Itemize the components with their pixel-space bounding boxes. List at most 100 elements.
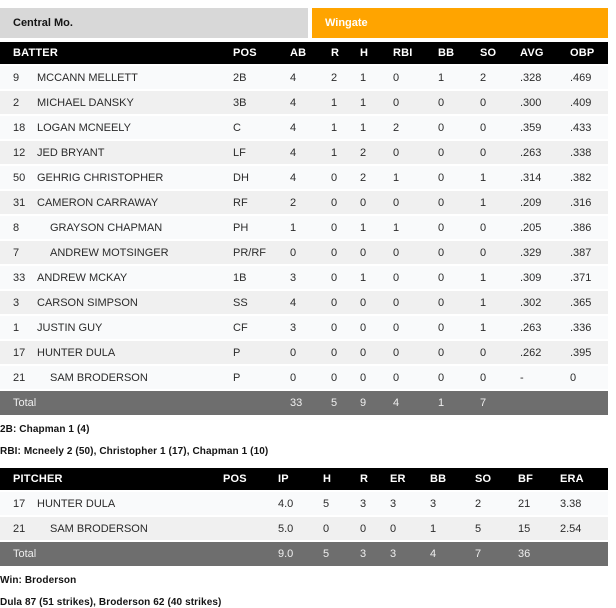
- pitching-header-er: ER: [390, 473, 406, 485]
- batter-pos: PH: [233, 221, 249, 234]
- batting-total-so: 7: [480, 397, 487, 409]
- batter-row[interactable]: 1 JUSTIN GUY CF 3 0 0 0 0 1 .263 .336: [0, 316, 608, 341]
- batter-row[interactable]: 8 GRAYSON CHAPMAN PH 1 0 1 1 0 0 .205 .3…: [0, 216, 608, 241]
- batting-total-rbi: 4: [393, 397, 400, 409]
- batter-row[interactable]: 33 ANDREW MCKAY 1B 3 0 1 0 0 1 .309 .371: [0, 266, 608, 291]
- batter-h: 0: [360, 246, 367, 259]
- batter-r: 0: [331, 321, 338, 334]
- note-pitch-counts: Dula 87 (51 strikes), Broderson 62 (40 s…: [0, 597, 222, 608]
- batter-number: 9: [13, 71, 20, 84]
- batter-number: 21: [13, 371, 26, 384]
- batter-ab: 3: [290, 271, 297, 284]
- batter-row[interactable]: 2 MICHAEL DANSKY 3B 4 1 1 0 0 0 .300 .40…: [0, 91, 608, 116]
- batter-h: 2: [360, 146, 367, 159]
- batter-row[interactable]: 21 SAM BRODERSON P 0 0 0 0 0 0 - 0: [0, 366, 608, 391]
- batter-avg: .209: [520, 196, 542, 209]
- pitcher-so: 2: [475, 497, 482, 510]
- batter-r: 0: [331, 346, 338, 359]
- batter-obp: .338: [570, 146, 592, 159]
- pitching-header-era: ERA: [560, 473, 584, 485]
- batter-row[interactable]: 50 GEHRIG CHRISTOPHER DH 4 0 2 1 0 1 .31…: [0, 166, 608, 191]
- batter-avg: .263: [520, 321, 542, 334]
- pitcher-number: 21: [13, 522, 26, 535]
- batter-avg: .302: [520, 296, 542, 309]
- batter-so: 1: [480, 296, 487, 309]
- pitcher-ip: 4.0: [278, 497, 294, 510]
- batter-r: 0: [331, 171, 338, 184]
- batter-pos: C: [233, 121, 241, 134]
- pitcher-era: 3.38: [560, 497, 582, 510]
- batter-r: 0: [331, 371, 338, 384]
- batter-so: 0: [480, 371, 487, 384]
- batting-total-ab: 33: [290, 397, 303, 409]
- batter-bb: 0: [438, 171, 445, 184]
- batter-row[interactable]: 7 ANDREW MOTSINGER PR/RF 0 0 0 0 0 0 .32…: [0, 241, 608, 266]
- batter-number: 2: [13, 96, 20, 109]
- pitcher-er: 3: [390, 497, 397, 510]
- pitcher-er: 0: [390, 522, 397, 535]
- batter-obp: .336: [570, 321, 592, 334]
- batter-ab: 0: [290, 246, 297, 259]
- batter-avg: .263: [520, 146, 542, 159]
- batter-h: 0: [360, 371, 367, 384]
- batter-row[interactable]: 31 CAMERON CARRAWAY RF 2 0 0 0 0 1 .209 …: [0, 191, 608, 216]
- pitching-total-bf: 36: [518, 548, 531, 560]
- tab-central-mo[interactable]: Central Mo.: [0, 8, 308, 38]
- batter-number: 50: [13, 171, 26, 184]
- batter-r: 0: [331, 296, 338, 309]
- batter-row[interactable]: 12 JED BRYANT LF 4 1 2 0 0 0 .263 .338: [0, 141, 608, 166]
- batter-bb: 0: [438, 121, 445, 134]
- batting-header-bb: BB: [438, 47, 455, 59]
- pitching-notes: Win: Broderson Dula 87 (51 strikes), Bro…: [0, 575, 608, 608]
- pitcher-r: 3: [360, 497, 367, 510]
- batting-table: BATTER POS AB R H RBI BB SO AVG OBP 9 MC…: [0, 42, 608, 415]
- pitching-total-so: 7: [475, 548, 482, 560]
- batter-obp: .386: [570, 221, 592, 234]
- batter-h: 0: [360, 196, 367, 209]
- batter-number: 3: [13, 296, 20, 309]
- pitcher-bf: 15: [518, 522, 531, 535]
- batter-rbi: 2: [393, 121, 400, 134]
- batter-rbi: 0: [393, 146, 400, 159]
- pitcher-ip: 5.0: [278, 522, 294, 535]
- batter-name: JED BRYANT: [37, 146, 105, 159]
- pitcher-era: 2.54: [560, 522, 582, 535]
- batter-rbi: 0: [393, 346, 400, 359]
- pitching-header-pitcher: PITCHER: [13, 473, 63, 485]
- batter-bb: 1: [438, 71, 445, 84]
- batter-h: 1: [360, 71, 367, 84]
- note-win: Win: Broderson: [0, 575, 77, 586]
- batter-row[interactable]: 17 HUNTER DULA P 0 0 0 0 0 0 .262 .395: [0, 341, 608, 366]
- batter-obp: 0: [570, 371, 577, 384]
- batter-ab: 0: [290, 346, 297, 359]
- pitcher-row[interactable]: 21 SAM BRODERSON 5.0 0 0 0 1 5 15 2.54: [0, 517, 608, 542]
- batter-bb: 0: [438, 271, 445, 284]
- batter-row[interactable]: 18 LOGAN MCNEELY C 4 1 1 2 0 0 .359 .433: [0, 116, 608, 141]
- batter-so: 0: [480, 346, 487, 359]
- pitching-header-bf: BF: [518, 473, 534, 485]
- batter-ab: 4: [290, 146, 297, 159]
- batter-bb: 0: [438, 246, 445, 259]
- batter-pos: SS: [233, 296, 248, 309]
- team-tabs: Central Mo. Wingate: [0, 8, 608, 38]
- batter-name: SAM BRODERSON: [50, 371, 148, 384]
- batter-row[interactable]: 3 CARSON SIMPSON SS 4 0 0 0 0 1 .302 .36…: [0, 291, 608, 316]
- pitching-header-pos: POS: [223, 473, 247, 485]
- batter-obp: .395: [570, 346, 592, 359]
- batter-avg: .309: [520, 271, 542, 284]
- tab-wingate[interactable]: Wingate: [312, 8, 608, 38]
- batter-number: 18: [13, 121, 26, 134]
- batter-avg: .205: [520, 221, 542, 234]
- batting-header-obp: OBP: [570, 47, 595, 59]
- pitcher-row[interactable]: 17 HUNTER DULA 4.0 5 3 3 3 2 21 3.38: [0, 492, 608, 517]
- batting-total-h: 9: [360, 397, 367, 409]
- batter-so: 0: [480, 96, 487, 109]
- pitcher-bf: 21: [518, 497, 531, 510]
- batter-rbi: 0: [393, 96, 400, 109]
- pitching-header-bb: BB: [430, 473, 447, 485]
- batter-row[interactable]: 9 MCCANN MELLETT 2B 4 2 1 0 1 2 .328 .46…: [0, 66, 608, 91]
- batting-header-h: H: [360, 47, 369, 59]
- batting-total-r: 5: [331, 397, 338, 409]
- batter-number: 31: [13, 196, 26, 209]
